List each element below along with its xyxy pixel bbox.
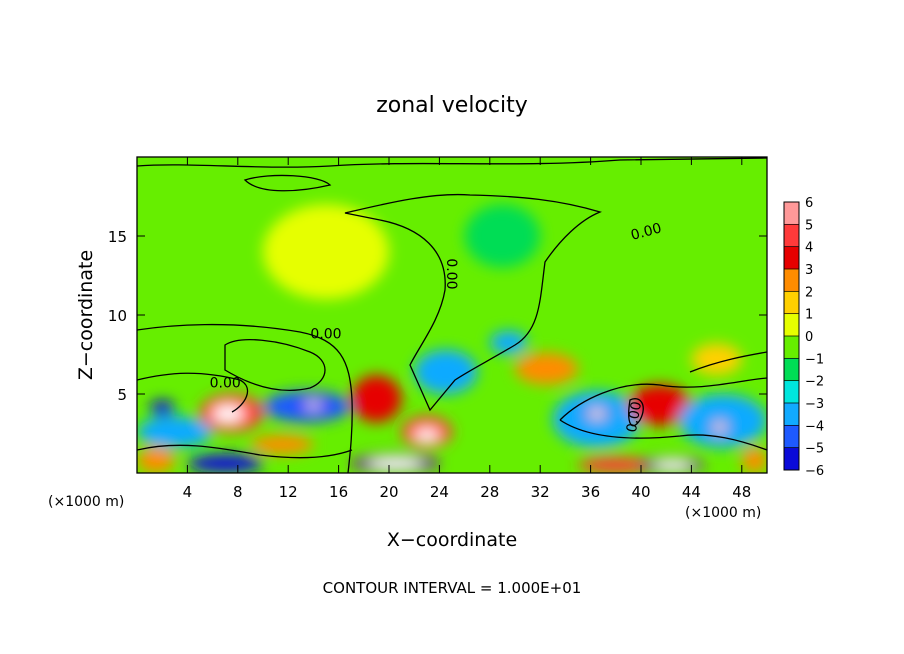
x-tick-label: 24 <box>430 483 449 501</box>
x-tick-label: 32 <box>531 483 550 501</box>
contour-line <box>137 323 353 473</box>
x-axis: 4 8 12 16 20 24 28 32 36 40 44 48 <box>183 157 751 501</box>
field-cell <box>628 384 692 426</box>
field-cell <box>489 330 528 355</box>
x-tick-label: 36 <box>581 483 600 501</box>
contour-line <box>344 193 602 412</box>
field-cell <box>137 416 213 448</box>
plot-area <box>137 157 767 473</box>
field-cell <box>149 400 175 417</box>
x-axis-label: X−coordinate <box>387 529 517 551</box>
colorbar-swatch <box>784 269 799 292</box>
field-cell-peak <box>418 431 435 440</box>
contour-label: 0.00 <box>310 327 341 343</box>
colorbar-swatch <box>784 291 799 315</box>
y-tick-label: 5 <box>117 386 127 404</box>
x-tick-label: 8 <box>233 483 243 501</box>
colorbar-swatch <box>784 336 799 359</box>
colorbar-swatch <box>784 380 799 404</box>
colorbar-label: −6 <box>805 464 824 479</box>
colorbar-swatch <box>784 403 799 426</box>
colorbar-label: −1 <box>805 352 824 367</box>
field-cell-peak <box>713 422 726 433</box>
y-axis: 5 10 15 <box>108 228 767 404</box>
colorbar-swatch <box>784 358 799 382</box>
colorbar-label: −5 <box>805 442 824 457</box>
contour-line <box>137 157 767 168</box>
y-tick-label: 10 <box>108 307 127 325</box>
colorbar-label: −3 <box>805 397 824 412</box>
contour-line <box>243 174 332 192</box>
field-cell-peak <box>652 460 693 471</box>
y-tick-label: 15 <box>108 228 127 246</box>
contour-label: 0.00 <box>443 258 459 289</box>
colorbar-label: 5 <box>805 218 813 233</box>
colorbar-swatch <box>784 447 799 471</box>
x-tick-label: 20 <box>379 483 398 501</box>
x-unit-left: (×1000 m) <box>48 494 124 510</box>
x-tick-label: 4 <box>183 483 193 501</box>
field-cell-peak <box>305 402 322 409</box>
contour-line <box>689 351 767 373</box>
contour-label: 0.00 <box>624 400 645 433</box>
colorbar-label: 3 <box>805 263 813 278</box>
colorbar-label: −4 <box>805 419 824 434</box>
field-cell-peak <box>367 457 423 470</box>
colorbar-label: 1 <box>805 308 813 323</box>
colorbar-label: −2 <box>805 375 824 390</box>
contour-interval-note: CONTOUR INTERVAL = 1.000E+01 <box>323 579 582 597</box>
field-cell <box>351 375 402 423</box>
contour-label: 0.00 <box>629 220 663 244</box>
x-unit-right: (×1000 m) <box>685 505 761 521</box>
value-field <box>137 204 767 473</box>
contour-line <box>559 377 767 421</box>
colorbar-label: 0 <box>805 330 813 345</box>
contour-label: 0.00 <box>210 376 241 392</box>
contour-line <box>224 339 326 391</box>
y-axis-label: Z−coordinate <box>75 250 97 380</box>
colorbar-label: 4 <box>805 241 813 256</box>
field-cell <box>741 447 767 473</box>
x-tick-label: 40 <box>631 483 650 501</box>
colorbar-swatch <box>784 425 799 449</box>
field-cell <box>414 349 478 394</box>
field-cell <box>578 457 654 473</box>
contour-line <box>559 419 767 451</box>
contour-labels: 0.00 0.00 0.00 0.00 0.00 <box>210 220 664 433</box>
field-cell <box>515 352 578 385</box>
x-tick-label: 12 <box>279 483 298 501</box>
zero-contours <box>137 157 767 473</box>
colorbar-label: 2 <box>805 285 813 300</box>
colorbar-swatch <box>784 313 799 337</box>
colorbar-label: 6 <box>805 196 813 211</box>
field-cell-peak <box>589 409 605 419</box>
field-cell <box>464 204 541 268</box>
field-cell <box>250 435 314 455</box>
chart-title: zonal velocity <box>376 93 528 118</box>
contour-line <box>137 372 249 413</box>
x-tick-label: 44 <box>682 483 701 501</box>
contour-line <box>137 444 353 459</box>
x-tick-label: 48 <box>732 483 751 501</box>
field-cell <box>137 447 175 473</box>
colorbar: 6 5 4 3 2 1 0 −1 −2 −3 −4 −5 −6 <box>783 196 824 479</box>
field-cell <box>187 454 263 473</box>
field-cell <box>263 204 389 300</box>
contour-line <box>628 398 644 427</box>
x-tick-label: 28 <box>480 483 499 501</box>
colorbar-swatch <box>784 246 799 270</box>
colorbar-swatch <box>784 202 799 225</box>
colorbar-swatch <box>784 224 799 248</box>
x-tick-label: 16 <box>329 483 348 501</box>
